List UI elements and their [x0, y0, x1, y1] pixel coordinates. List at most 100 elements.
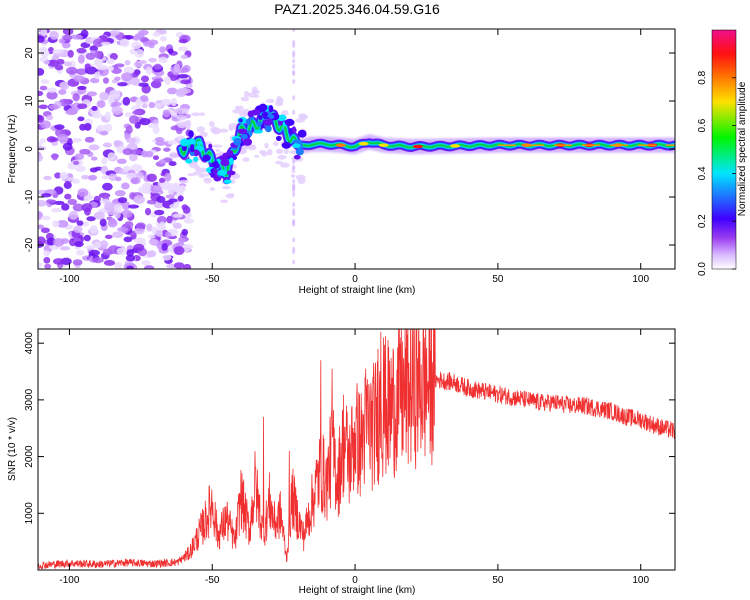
noise-blob [84, 63, 91, 71]
spectrogram-x-label: Height of straight line (km) [299, 285, 416, 296]
noise-blob [54, 200, 65, 206]
noise-blob [117, 226, 129, 232]
chart-title: PAZ1.2025.346.04.59.G16 [274, 1, 440, 17]
noise-blob [161, 185, 172, 191]
noise-blob [89, 167, 98, 173]
noise-blob [164, 172, 172, 182]
noise-blob [38, 224, 45, 230]
noise-blob [172, 222, 182, 229]
noise-blob [101, 157, 108, 165]
streak-blob [292, 50, 296, 56]
noise-blob [102, 142, 113, 148]
ridge-blob [240, 133, 248, 140]
noise-blob [133, 195, 145, 204]
ridge-blob [208, 143, 213, 149]
noise-blob [70, 34, 83, 40]
noise-blob [93, 58, 103, 67]
noise-blob [75, 165, 86, 172]
noise-blob [76, 250, 85, 256]
snr-y-label: SNR (10 * v/v) [7, 417, 18, 481]
noise-blob [62, 142, 73, 151]
halo-blob [261, 151, 268, 157]
noise-blob [62, 34, 73, 41]
noise-blob [51, 153, 58, 161]
noise-blob [65, 109, 78, 116]
noise-blob [96, 124, 106, 132]
noise-blob [114, 262, 123, 269]
ridge-blob [258, 115, 263, 120]
noise-blob [169, 153, 181, 158]
halo-blob [298, 113, 307, 119]
noise-blob [99, 240, 109, 249]
snr-series-line [38, 329, 675, 570]
noise-blob [43, 250, 50, 257]
noise-blob [180, 79, 192, 85]
noise-blob [135, 98, 142, 107]
noise-blob [94, 50, 102, 59]
noise-blob [165, 194, 175, 199]
ridge-blob [196, 141, 202, 146]
noise-blob [54, 124, 65, 130]
colorbar: 0.0 0.2 0.4 0.6 0.8 Normalized spectral ampl… [697, 29, 748, 276]
halo-blob [215, 148, 220, 153]
spectrogram-xtick-label: -50 [205, 274, 220, 285]
halo-blob [240, 96, 250, 102]
snr-panel: -100 -50 0 50 100 1000 2000 3000 4000 Height of… [7, 328, 676, 596]
halo-blob [265, 98, 275, 104]
noise-blob [111, 101, 122, 107]
noise-blob [38, 199, 47, 207]
noise-blob [133, 60, 143, 68]
noise-blob [156, 215, 167, 225]
noise-blob [124, 112, 133, 118]
noise-blob [72, 203, 84, 212]
noise-blob [124, 34, 134, 40]
spectrogram-ytick-label: -10 [24, 189, 35, 204]
snr-xtick-label: 0 [352, 575, 358, 586]
noise-blob [81, 203, 93, 212]
noise-blob [117, 197, 128, 204]
halo-blob [244, 90, 250, 98]
noise-blob [122, 96, 131, 106]
colorbar-ticks: 0.0 0.2 0.4 0.6 0.8 [697, 70, 736, 276]
halo-blob [274, 101, 284, 107]
noise-blob [123, 66, 135, 75]
noise-blob [173, 63, 181, 73]
ridge-blob [256, 121, 262, 127]
halo-blob [277, 155, 287, 160]
noise-blob [116, 158, 127, 165]
noise-blob [88, 249, 100, 256]
noise-blob [44, 263, 52, 269]
colorbar-tick-label: 0.0 [697, 262, 708, 276]
ridge-blob [292, 143, 301, 149]
noise-blob [59, 82, 68, 89]
spectrogram-heatmap [38, 29, 675, 269]
noise-blob [129, 149, 142, 155]
halo-blob [280, 162, 290, 168]
noise-blob [71, 137, 82, 143]
spectrogram-y-label: Frequency (Hz) [7, 115, 18, 184]
noise-blob [155, 140, 166, 146]
noise-blob [114, 189, 126, 197]
noise-blob [158, 56, 168, 64]
noise-blob [67, 49, 74, 58]
snr-ytick-label: 2000 [24, 445, 35, 468]
noise-blob [92, 257, 104, 264]
noise-blob [148, 238, 159, 245]
noise-blob [45, 199, 57, 204]
noise-blob [178, 46, 188, 52]
ridge-blob [212, 168, 218, 175]
noise-blob [152, 155, 160, 161]
noise-blob [56, 58, 65, 65]
ridge-blob [268, 105, 274, 113]
spectrogram-ytick-label: 20 [24, 47, 35, 59]
noise-blob [46, 87, 58, 93]
noise-blob [102, 77, 110, 84]
noise-blob [127, 204, 140, 209]
noise-blob [72, 160, 80, 165]
ridge-hotspot [412, 144, 423, 149]
halo-blob [196, 126, 205, 133]
noise-blob [160, 35, 167, 42]
noise-blob [183, 218, 195, 224]
noise-blob [113, 140, 121, 146]
